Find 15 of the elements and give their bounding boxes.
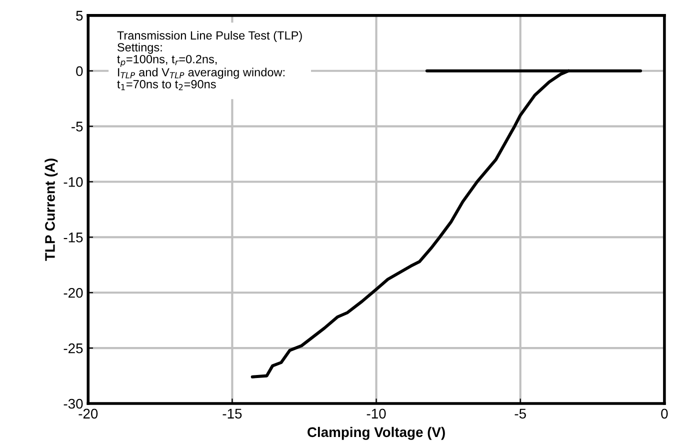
x-tick-label: -10 — [366, 408, 386, 419]
y-tick-label: 0 — [76, 66, 83, 76]
y-tick-label: -25 — [64, 343, 83, 354]
x-axis-title: Clamping Voltage (V) — [308, 426, 445, 440]
y-axis-title: TLP Current (A) — [44, 158, 58, 261]
y-tick-label: -5 — [72, 122, 83, 132]
x-tick-label: -5 — [514, 408, 526, 419]
y-tick-label: -10 — [64, 177, 83, 187]
text: Transmission Line Pulse Test (TLP) Settings: t$_{p}$=100ns, t$_{r}$=0.2ns, I$_{TLP}$ and V$_{TLP}$ averaging window: t$_{1}$=70ns to t$_{2}$=90ns — [117, 30, 302, 90]
y-tick-label: -15 — [64, 232, 83, 242]
y-tick-label: -20 — [64, 288, 83, 298]
x-tick-label: 0 — [661, 408, 668, 419]
y-tick-label: -30 — [64, 398, 83, 409]
x-tick-label: -15 — [222, 408, 242, 419]
y-tick-label: 5 — [76, 10, 83, 21]
